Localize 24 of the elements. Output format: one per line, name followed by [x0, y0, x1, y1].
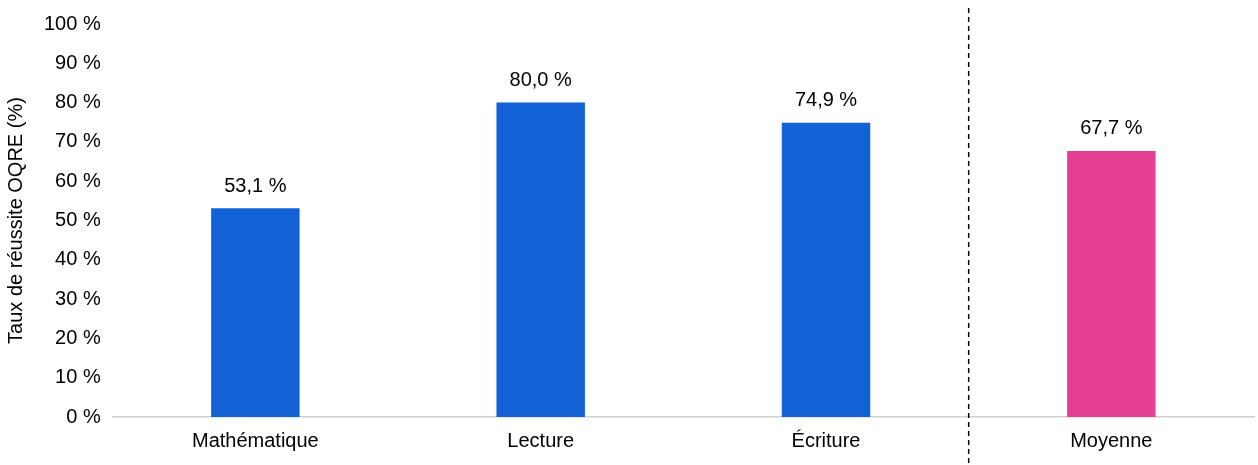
y-tick-label: 80 %: [55, 90, 101, 113]
data-label: 53,1 %: [224, 173, 287, 196]
y-tick-label: 30 %: [55, 286, 101, 309]
x-tick-label: Moyenne: [1070, 428, 1153, 451]
bar: [211, 208, 300, 417]
bar: [1067, 150, 1156, 417]
bar: [781, 122, 871, 417]
data-label: 67,7 %: [1080, 116, 1143, 139]
y-tick-label: 60 %: [55, 168, 101, 191]
y-tick-label: 40 %: [55, 247, 101, 270]
y-tick-label: 90 %: [55, 50, 101, 73]
y-tick-label: 0 %: [66, 404, 101, 427]
x-tick-label: Écriture: [791, 428, 861, 451]
bar: [496, 102, 585, 417]
x-tick-label: Lecture: [507, 428, 575, 451]
y-tick-label: 10 %: [55, 365, 101, 388]
y-axis-title: Taux de réussite OQRE (%): [3, 97, 26, 344]
y-tick-label: 50 %: [55, 208, 101, 231]
y-tick-label: 70 %: [55, 129, 101, 152]
data-label: 74,9 %: [794, 88, 858, 111]
data-label: 80,0 %: [509, 68, 573, 91]
x-tick-label: Mathématique: [192, 428, 319, 451]
y-tick-label: 100 %: [43, 11, 101, 34]
y-tick-label: 20 %: [55, 325, 101, 348]
